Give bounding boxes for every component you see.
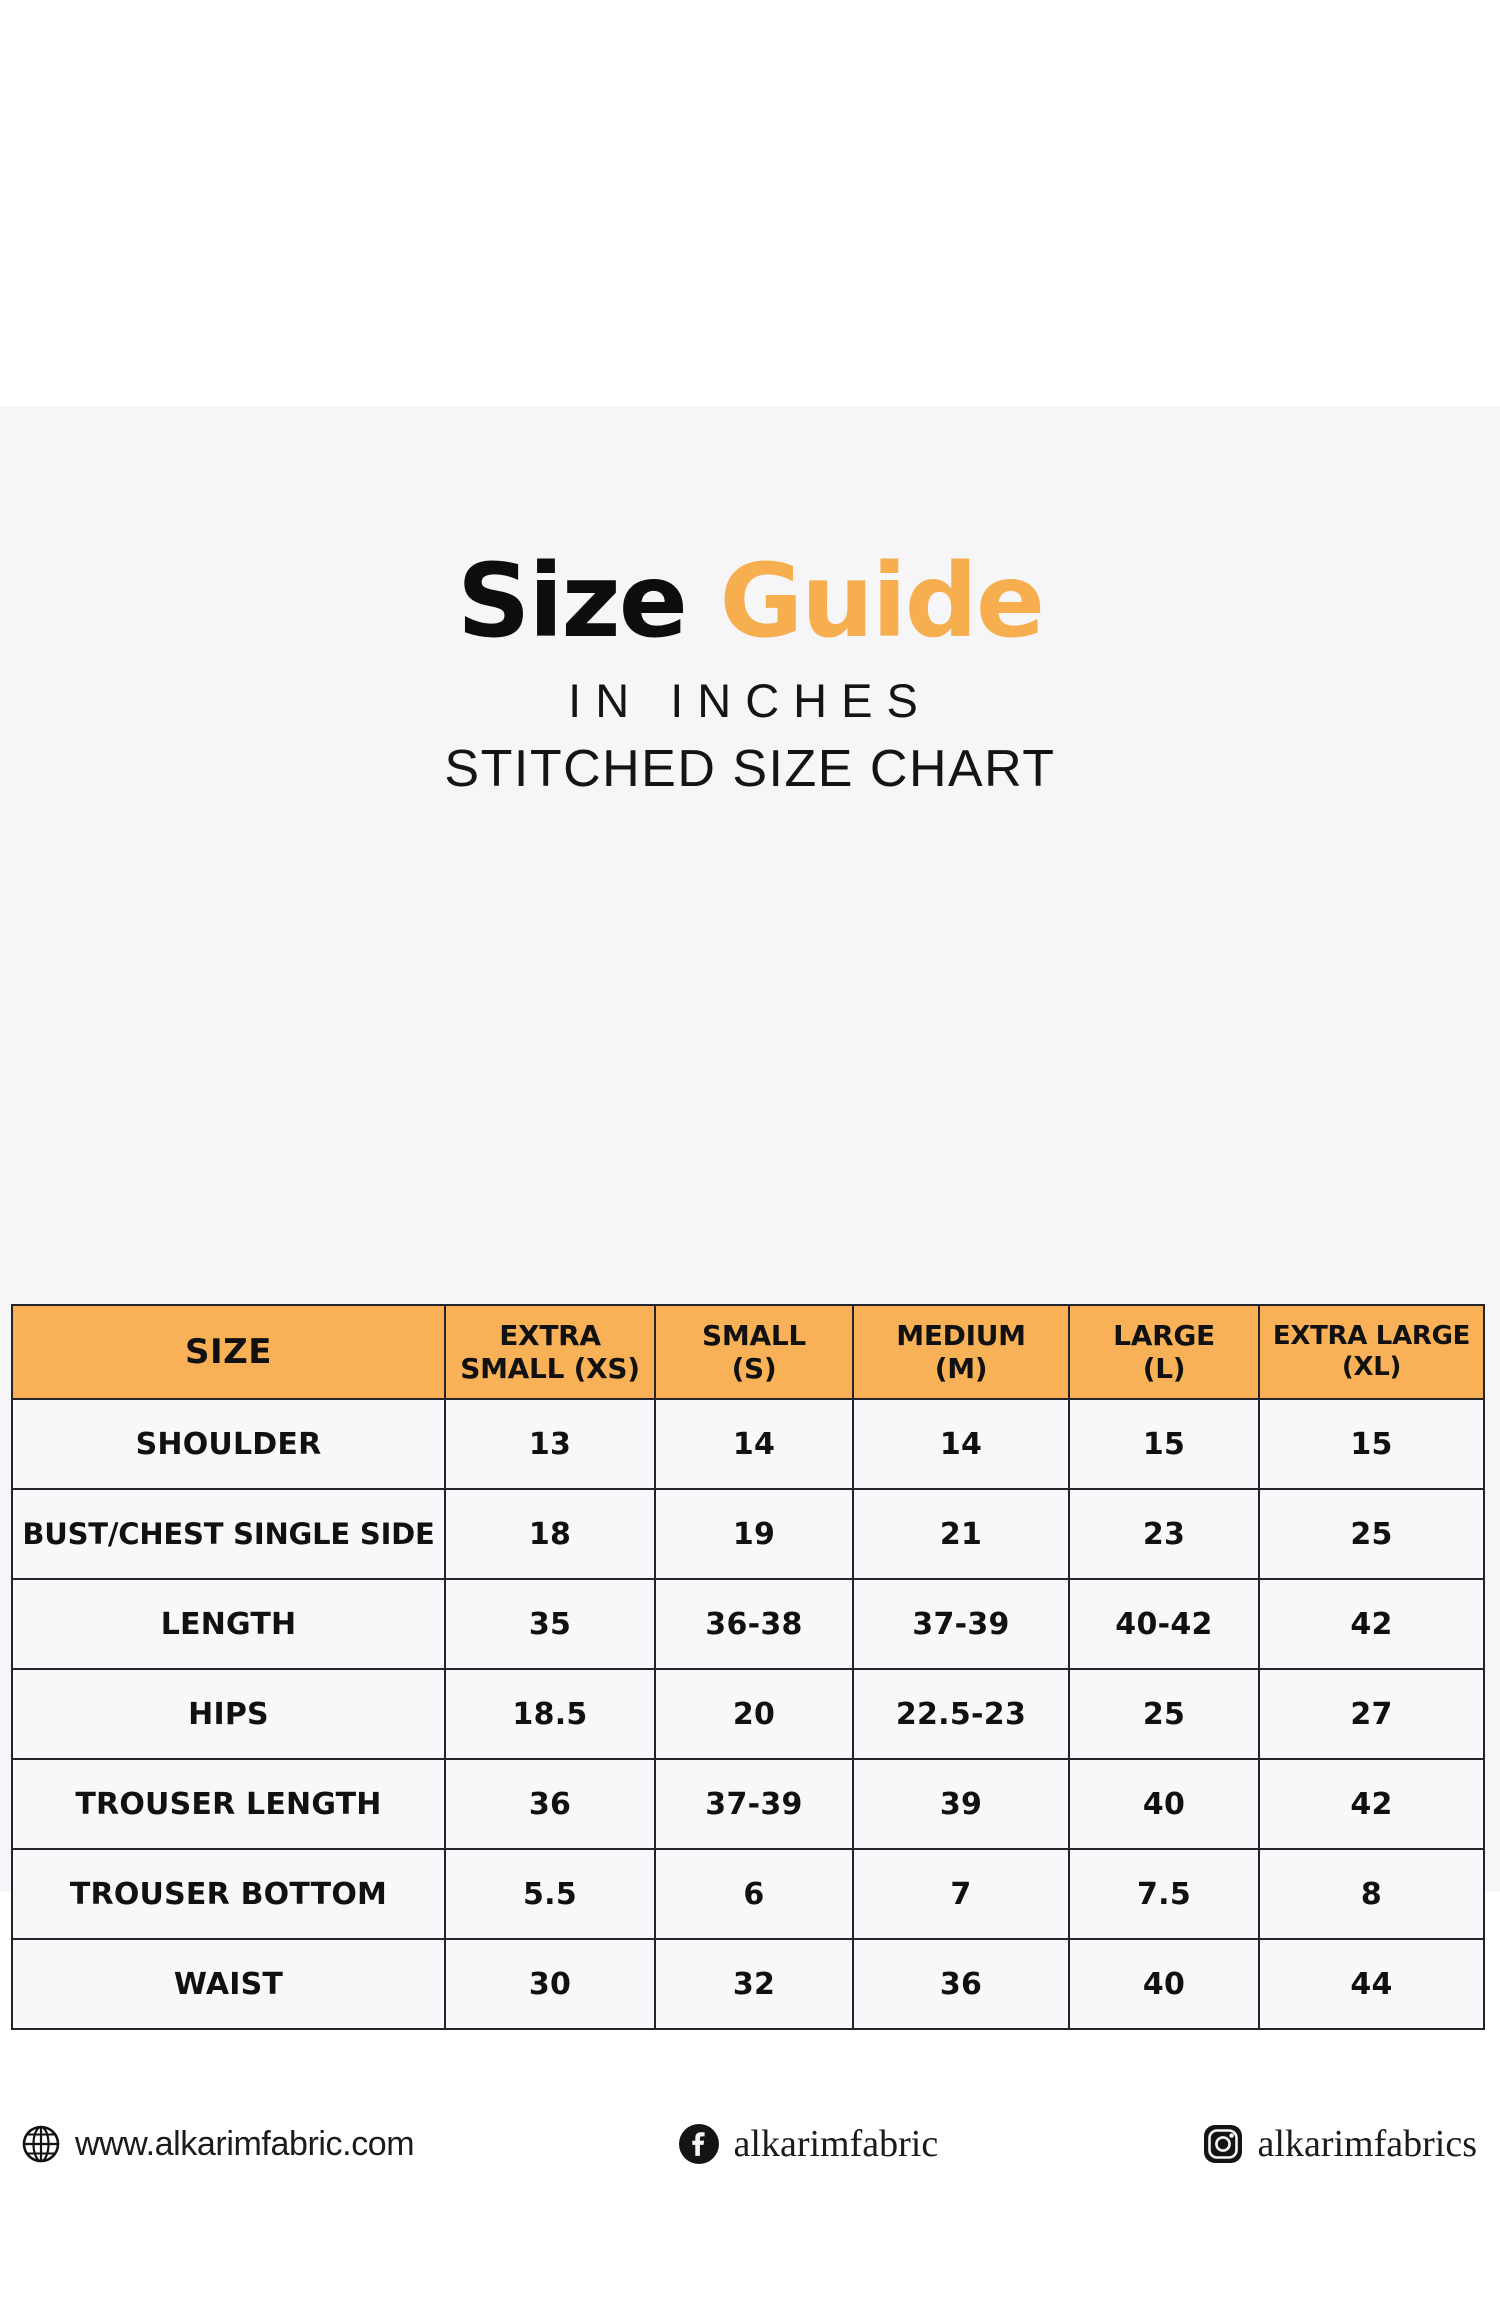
column-header-l-line1: LARGE [1113, 1318, 1215, 1352]
cell-waist-m: 36 [852, 1938, 1070, 2030]
size-table-wrapper: SIZE EXTRA SMALL (XS) SMALL (S) MEDIUM [11, 1304, 1485, 2030]
column-header-xs-line1: EXTRA [499, 1318, 601, 1352]
cell-waist-s: 32 [654, 1938, 854, 2030]
column-header-xs-line2: SMALL (XS) [460, 1352, 640, 1385]
table-row: LENGTH 35 36-38 37-39 40-42 42 [11, 1578, 1485, 1670]
size-table: SIZE EXTRA SMALL (XS) SMALL (S) MEDIUM [11, 1304, 1485, 2030]
table-row: WAIST 30 32 36 40 44 [11, 1938, 1485, 2030]
column-header-xl: EXTRA LARGE (XL) [1258, 1304, 1485, 1400]
column-header-s: SMALL (S) [654, 1304, 854, 1400]
footer-instagram[interactable]: alkarimfabrics [1202, 2122, 1477, 2166]
cell-waist-xl: 44 [1258, 1938, 1485, 2030]
footer-instagram-label: alkarimfabrics [1257, 2123, 1477, 2165]
cell-shoulder-xs: 13 [444, 1398, 656, 1490]
instagram-icon [1203, 2125, 1242, 2163]
column-header-size: SIZE [11, 1304, 446, 1400]
column-header-s-line2: (S) [731, 1352, 777, 1385]
cell-shoulder-m: 14 [852, 1398, 1070, 1490]
column-header-l: LARGE (L) [1068, 1304, 1260, 1400]
cell-bust-l: 23 [1068, 1488, 1260, 1580]
row-label-trouser-length: TROUSER LENGTH [11, 1758, 446, 1850]
facebook-icon [678, 2124, 719, 2164]
row-label-hips: HIPS [11, 1668, 446, 1760]
content-panel: Size Guide IN INCHES STITCHED SIZE CHART… [0, 406, 1500, 2165]
column-header-m-line2: (M) [934, 1352, 988, 1385]
globe-icon [22, 2125, 60, 2163]
column-header-size-label: SIZE [184, 1331, 273, 1372]
row-label-bust-chest: BUST/CHEST SINGLE SIDE [11, 1488, 446, 1580]
cell-length-m: 37-39 [852, 1578, 1070, 1670]
row-label-trouser-bottom: TROUSER BOTTOM [11, 1848, 446, 1940]
cell-bust-xs: 18 [444, 1488, 656, 1580]
cell-hips-xs: 18.5 [444, 1668, 656, 1760]
cell-trouser-length-s: 37-39 [654, 1758, 854, 1850]
cell-bust-m: 21 [852, 1488, 1070, 1580]
table-row: HIPS 18.5 20 22.5-23 25 27 [11, 1668, 1485, 1760]
page-title-amber: Guide [719, 542, 1045, 661]
footer-website[interactable]: www.alkarimfabric.com [21, 2124, 415, 2164]
column-header-s-line1: SMALL [702, 1318, 806, 1352]
cell-trouser-bottom-xl: 8 [1258, 1848, 1485, 1940]
table-row: TROUSER LENGTH 36 37-39 39 40 42 [11, 1758, 1485, 1850]
cell-hips-l: 25 [1068, 1668, 1260, 1760]
footer-facebook-label: alkarimfabric [733, 2123, 939, 2165]
cell-trouser-bottom-m: 7 [852, 1848, 1070, 1940]
footer-facebook[interactable]: alkarimfabric [414, 2122, 1201, 2166]
column-header-l-line2: (L) [1142, 1352, 1186, 1385]
table-row: TROUSER BOTTOM 5.5 6 7 7.5 8 [11, 1848, 1485, 1940]
row-label-shoulder: SHOULDER [11, 1398, 446, 1490]
cell-hips-s: 20 [654, 1668, 854, 1760]
cell-waist-xs: 30 [444, 1938, 656, 2030]
page-title-dark: Size [457, 542, 688, 661]
cell-trouser-bottom-xs: 5.5 [444, 1848, 656, 1940]
cell-trouser-bottom-s: 6 [654, 1848, 854, 1940]
cell-shoulder-s: 14 [654, 1398, 854, 1490]
cell-length-s: 36-38 [654, 1578, 854, 1670]
cell-trouser-length-xs: 36 [444, 1758, 656, 1850]
cell-shoulder-l: 15 [1068, 1398, 1260, 1490]
column-header-m-line1: MEDIUM [896, 1318, 1026, 1352]
footer-contact-bar: www.alkarimfabric.com alkarimfabric alka… [11, 2122, 1483, 2166]
table-header-row: SIZE EXTRA SMALL (XS) SMALL (S) MEDIUM [11, 1304, 1485, 1400]
cell-trouser-bottom-l: 7.5 [1068, 1848, 1260, 1940]
column-header-m: MEDIUM (M) [852, 1304, 1070, 1400]
size-table-head: SIZE EXTRA SMALL (XS) SMALL (S) MEDIUM [11, 1304, 1485, 1400]
column-header-xs: EXTRA SMALL (XS) [444, 1304, 656, 1400]
heading-block: Size Guide IN INCHES STITCHED SIZE CHART [0, 406, 1500, 798]
cell-trouser-length-xl: 42 [1258, 1758, 1485, 1850]
subtitle-units: IN INCHES [568, 674, 932, 727]
cell-bust-xl: 25 [1258, 1488, 1485, 1580]
cell-waist-l: 40 [1068, 1938, 1260, 2030]
cell-hips-xl: 27 [1258, 1668, 1485, 1760]
cell-length-xs: 35 [444, 1578, 656, 1670]
row-label-length: LENGTH [11, 1578, 446, 1670]
cell-length-l: 40-42 [1068, 1578, 1260, 1670]
column-header-xl-line1: EXTRA LARGE [1272, 1321, 1471, 1352]
subtitle-chart: STITCHED SIZE CHART [444, 739, 1056, 798]
cell-shoulder-xl: 15 [1258, 1398, 1485, 1490]
size-table-body: SHOULDER 13 14 14 15 15 BUST/CHEST SINGL… [11, 1398, 1485, 2030]
cell-hips-m: 22.5-23 [852, 1668, 1070, 1760]
cell-trouser-length-l: 40 [1068, 1758, 1260, 1850]
column-header-xl-line2: (XL) [1341, 1352, 1402, 1382]
footer-website-label: www.alkarimfabric.com [75, 2124, 415, 2163]
cell-trouser-length-m: 39 [852, 1758, 1070, 1850]
page-title: Size Guide [0, 551, 1500, 653]
table-row: SHOULDER 13 14 14 15 15 [11, 1398, 1485, 1490]
row-label-waist: WAIST [11, 1938, 446, 2030]
table-row: BUST/CHEST SINGLE SIDE 18 19 21 23 25 [11, 1488, 1485, 1580]
cell-bust-s: 19 [654, 1488, 854, 1580]
cell-length-xl: 42 [1258, 1578, 1485, 1670]
